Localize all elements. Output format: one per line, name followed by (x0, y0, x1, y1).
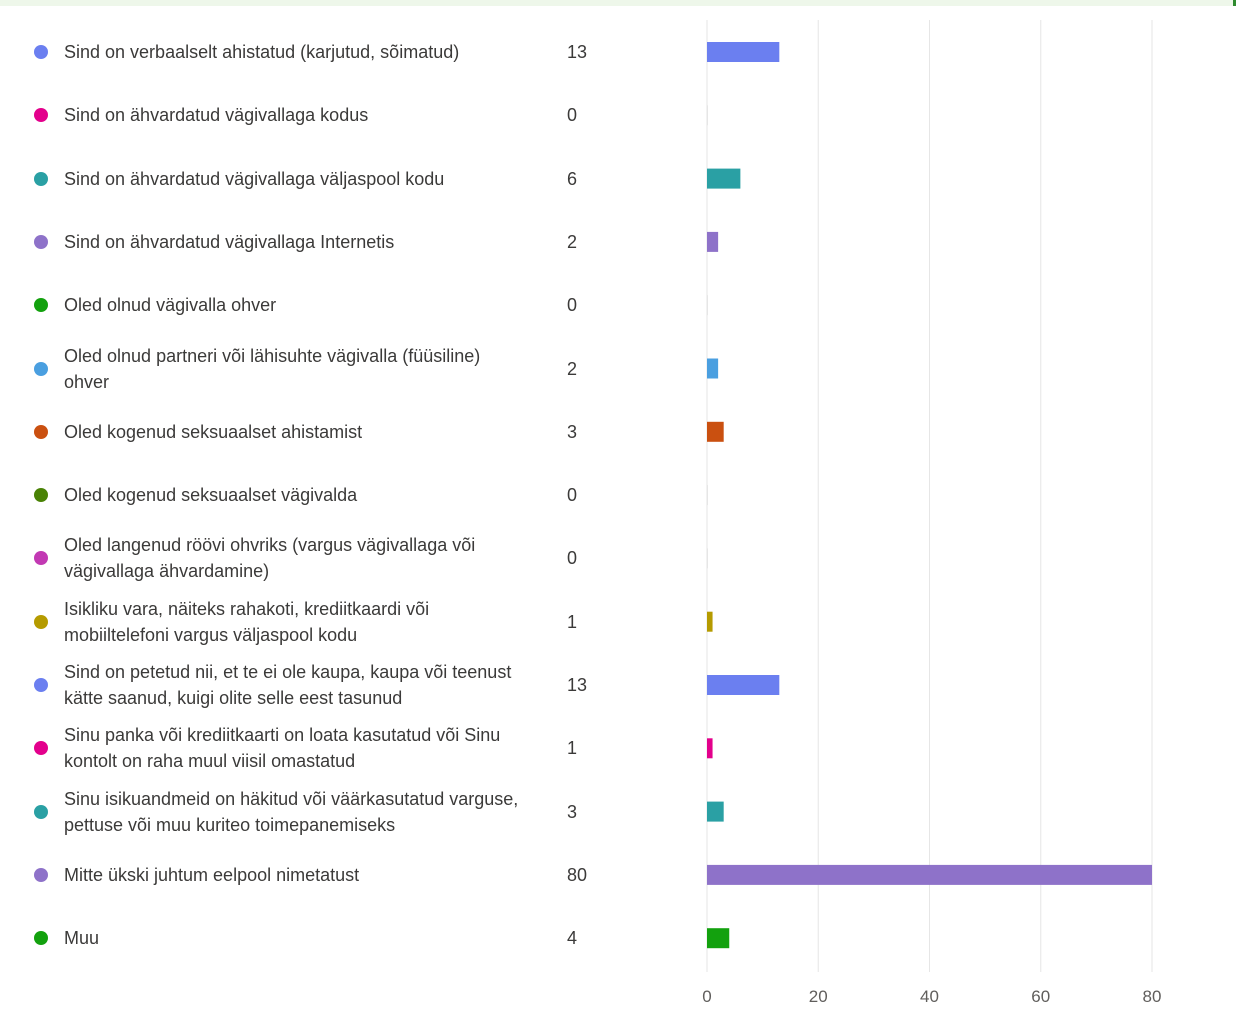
top-accent-strip (0, 0, 1236, 6)
category-label: Oled langenud röövi ohvriks (vargus vägi… (64, 535, 476, 582)
category-label: Sind on petetud nii, et te ei ole kaupa,… (64, 662, 512, 708)
chart-row: Muu 4 (0, 910, 700, 966)
legend-dot-icon (34, 804, 48, 819)
category-label: Mitte ükski juhtum eelpool nimetatust (64, 864, 360, 885)
count-value: 2 (567, 358, 578, 379)
bar (707, 42, 780, 62)
chart-row: Sind on petetud nii, et te ei ole kaupa,… (0, 657, 700, 713)
bar (707, 168, 741, 189)
category-label: Sind on verbaalselt ahistatud (karjutud,… (64, 42, 460, 62)
bar (707, 421, 724, 442)
category-label: Oled kogenud seksuaalset vägivalda (64, 485, 358, 506)
chart-row: Sinu isikuandmeid on häkitud või väärkas… (0, 784, 700, 840)
category-label: Oled kogenud seksuaalset ahistamist (64, 421, 363, 442)
category-label: Muu (64, 928, 100, 949)
legend-dot-icon (34, 741, 48, 756)
bar (707, 738, 713, 759)
legend-dot-icon (34, 298, 48, 313)
chart-row: Sind on ähvardatud vägivallaga kodus 0 (0, 87, 700, 143)
count-value: 13 (567, 675, 588, 695)
legend-dot-icon (34, 931, 48, 946)
x-tick-label: 40 (920, 987, 939, 1006)
chart-row: Oled olnud partneri või lähisuhte vägiva… (0, 341, 700, 397)
legend-dot-icon (34, 488, 48, 503)
chart-row: Isikliku vara, näiteks rahakoti, krediit… (0, 594, 700, 650)
chart-row: Sinu panka või krediitkaarti on loata ka… (0, 720, 700, 776)
category-label: Isikliku vara, näiteks rahakoti, krediit… (64, 598, 430, 645)
category-label: Sind on ähvardatud vägivallaga väljaspoo… (64, 168, 445, 189)
chart-row: Oled olnud vägivalla ohver 0 (0, 277, 700, 333)
count-value: 80 (567, 864, 588, 885)
category-label: Oled olnud partneri või lähisuhte vägiva… (64, 345, 481, 392)
legend-dot-icon (34, 614, 48, 629)
bar (707, 928, 730, 949)
bar (707, 295, 708, 316)
x-tick-label: 20 (809, 987, 828, 1006)
count-value: 2 (567, 231, 578, 252)
x-tick-label: 80 (1143, 987, 1162, 1006)
category-label: Sind on ähvardatud vägivallaga kodus (64, 105, 369, 126)
category-label: Sind on ähvardatud vägivallaga Interneti… (64, 231, 395, 252)
count-value: 3 (567, 421, 578, 442)
count-value: 0 (567, 548, 578, 569)
count-value: 0 (567, 295, 578, 316)
bar (707, 675, 780, 695)
category-label: Sinu isikuandmeid on häkitud või väärkas… (64, 788, 519, 835)
legend-dot-icon (34, 424, 48, 439)
legend-dot-icon (34, 234, 48, 249)
bar (707, 105, 708, 126)
category-label: Sinu panka või krediitkaarti on loata ka… (64, 725, 501, 772)
legend-dot-icon (34, 171, 48, 186)
chart-row: Mitte ükski juhtum eelpool nimetatust 80 (0, 847, 700, 903)
legend-dot-icon (34, 551, 48, 566)
chart-row: Sind on verbaalselt ahistatud (karjutud,… (0, 24, 700, 80)
count-value: 3 (567, 801, 578, 822)
count-value: 1 (567, 611, 578, 632)
bar (707, 801, 724, 822)
count-value: 0 (567, 105, 578, 126)
legend-dot-icon (34, 678, 48, 692)
legend-dot-icon (34, 108, 48, 123)
chart-row: Oled kogenud seksuaalset vägivalda 0 (0, 467, 700, 523)
count-value: 4 (567, 928, 578, 949)
bar (707, 864, 1152, 885)
bar (707, 231, 719, 252)
x-tick-label: 60 (1031, 987, 1050, 1006)
category-label: Oled olnud vägivalla ohver (64, 295, 277, 316)
bar (707, 611, 713, 632)
count-value: 1 (567, 738, 578, 759)
count-value: 13 (567, 42, 588, 62)
x-tick-label: 0 (702, 987, 711, 1006)
legend-dot-icon (34, 867, 48, 882)
bar (707, 358, 719, 379)
top-accent-marker (1233, 0, 1236, 6)
bar (707, 485, 708, 506)
chart-row: Oled kogenud seksuaalset ahistamist 3 (0, 404, 700, 460)
count-value: 6 (567, 168, 578, 189)
bar (707, 548, 708, 569)
chart-row: Oled langenud röövi ohvriks (vargus vägi… (0, 530, 700, 586)
legend-dot-icon (34, 45, 48, 59)
legend-dot-icon (34, 361, 48, 376)
count-value: 0 (567, 485, 578, 506)
chart-row: Sind on ähvardatud vägivallaga väljaspoo… (0, 151, 700, 207)
chart-row: Sind on ähvardatud vägivallaga Interneti… (0, 214, 700, 270)
